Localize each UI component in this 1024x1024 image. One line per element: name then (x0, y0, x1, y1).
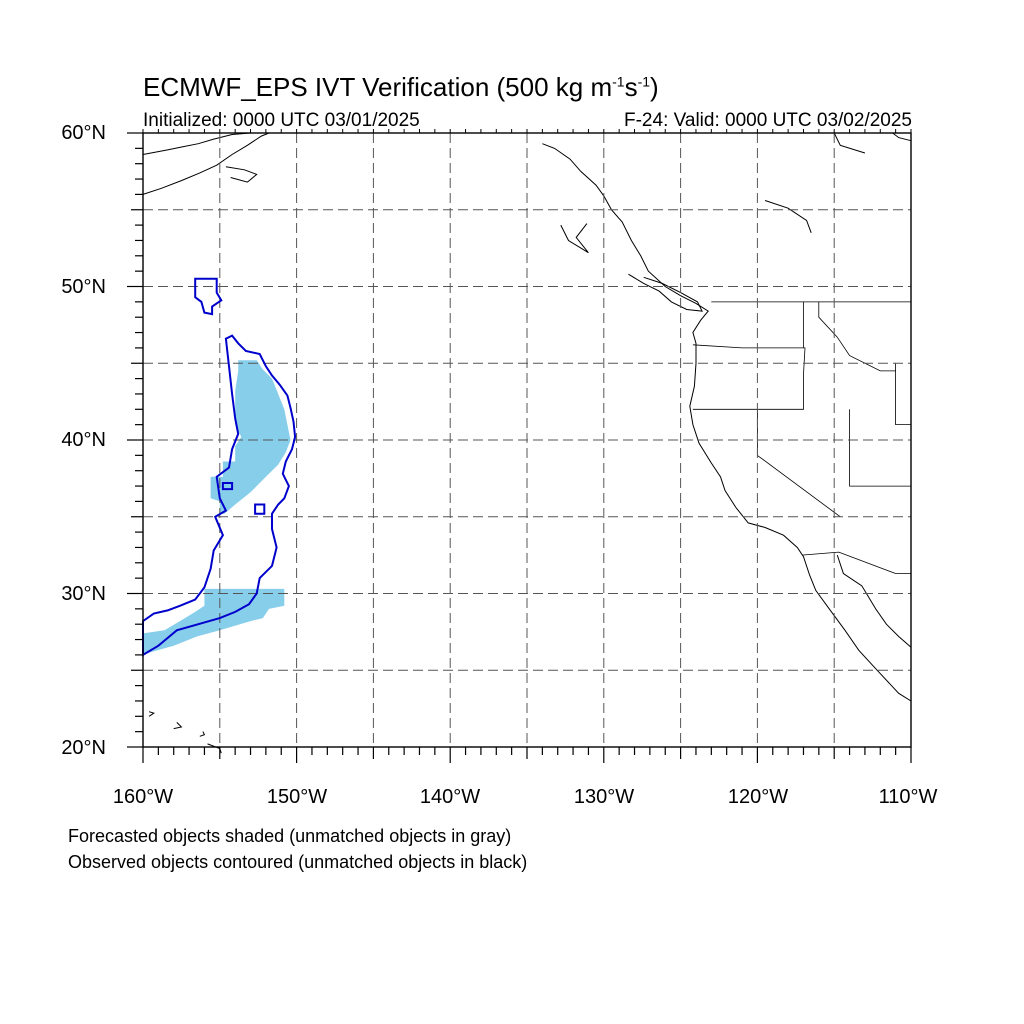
observed-contours (142, 277, 297, 657)
border-segment-6 (895, 363, 911, 426)
lon-label-140w: 140°W (419, 786, 481, 808)
coastline-segment-0 (542, 143, 912, 702)
coastline-segment-5 (142, 132, 270, 195)
lon-label-130w: 130°W (573, 786, 635, 808)
coastline-segment-7 (173, 722, 183, 730)
coastline-segment-2 (628, 273, 703, 312)
coastline-segment-8 (199, 731, 206, 737)
coastline-segment-1 (836, 554, 912, 648)
coastline-segment-12 (764, 200, 812, 233)
observed-contour-dot-b (254, 503, 266, 515)
observed-contour-dot-a (221, 482, 234, 491)
lat-label-20n: 20°N (61, 737, 106, 759)
observed-contour-small (194, 277, 223, 316)
lat-label-40n: 40°N (61, 429, 106, 451)
coastline-segment-13 (892, 132, 912, 142)
initialized-time: Initialized: 0000 UTC 03/01/2025 (143, 110, 420, 131)
lon-label-120w: 120°W (727, 786, 789, 808)
valid-time: F-24: Valid: 0000 UTC 03/02/2025 (624, 110, 912, 131)
lat-label-50n: 50°N (61, 276, 106, 298)
observed-contour-large (142, 334, 297, 657)
border-segment-1 (692, 344, 806, 410)
political-borders (692, 301, 911, 574)
border-segment-4 (757, 409, 841, 518)
lat-lon-gridlines (143, 133, 911, 747)
map-frame (142, 132, 912, 748)
coastline-segment-11 (833, 132, 866, 154)
border-segment-3 (818, 301, 896, 372)
forecast-object-south (143, 588, 285, 655)
coastline-segment-9 (148, 711, 155, 717)
lat-label-30n: 30°N (61, 583, 106, 605)
coastline-segment-4 (142, 132, 251, 155)
border-segment-7 (801, 551, 911, 574)
forecast-objects (143, 360, 291, 655)
forecast-object-north (210, 360, 291, 514)
legend-note-forecast: Forecasted objects shaded (unmatched obj… (68, 826, 512, 846)
lon-label-160w: 160°W (112, 786, 174, 808)
legend-note-observed: Observed objects contoured (unmatched ob… (68, 852, 528, 872)
chart-title: ECMWF_EPS IVT Verification (500 kg m-1s-… (143, 72, 659, 102)
axis-ticks (127, 129, 912, 763)
coastline-segment-3 (560, 223, 589, 254)
lon-label-110w: 110°W (878, 786, 938, 808)
border-segment-5 (849, 409, 911, 487)
lat-label-60n: 60°N (61, 122, 106, 144)
coastline-segment-6 (225, 166, 258, 183)
lon-label-150w: 150°W (266, 786, 328, 808)
